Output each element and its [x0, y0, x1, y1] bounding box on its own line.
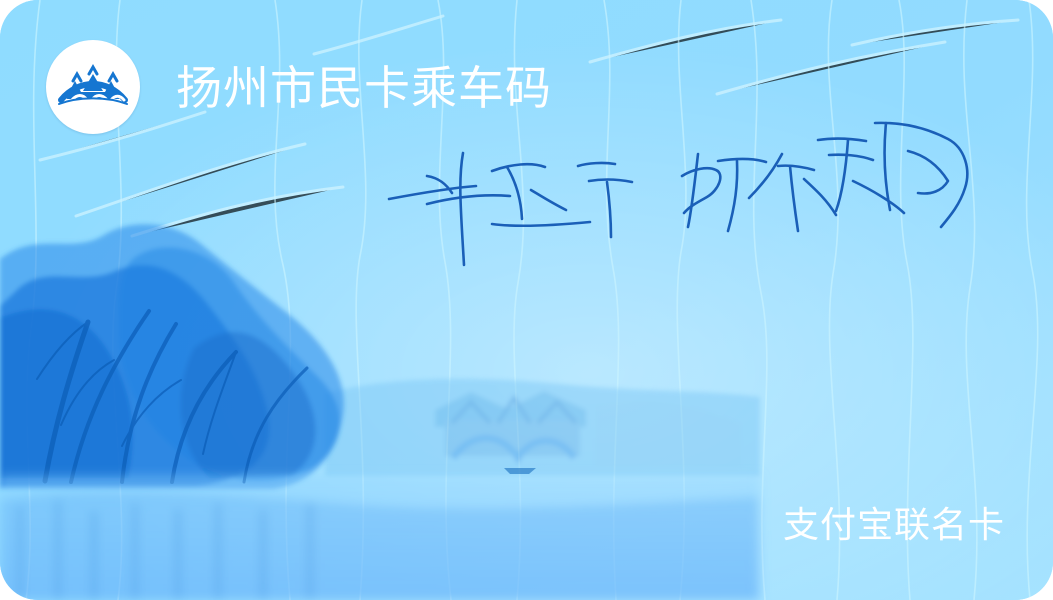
willow-trees	[0, 224, 344, 489]
yangzhou-logo	[46, 40, 140, 134]
card-title: 扬州市民卡乘车码	[176, 61, 552, 115]
bridge-pavilion-icon	[58, 63, 128, 105]
card-type-label: 支付宝联名卡	[782, 505, 1005, 546]
lake-reflection	[0, 475, 760, 600]
tree-trunks	[36, 309, 309, 484]
distant-bridge	[325, 378, 760, 476]
boat-shape	[504, 468, 536, 474]
